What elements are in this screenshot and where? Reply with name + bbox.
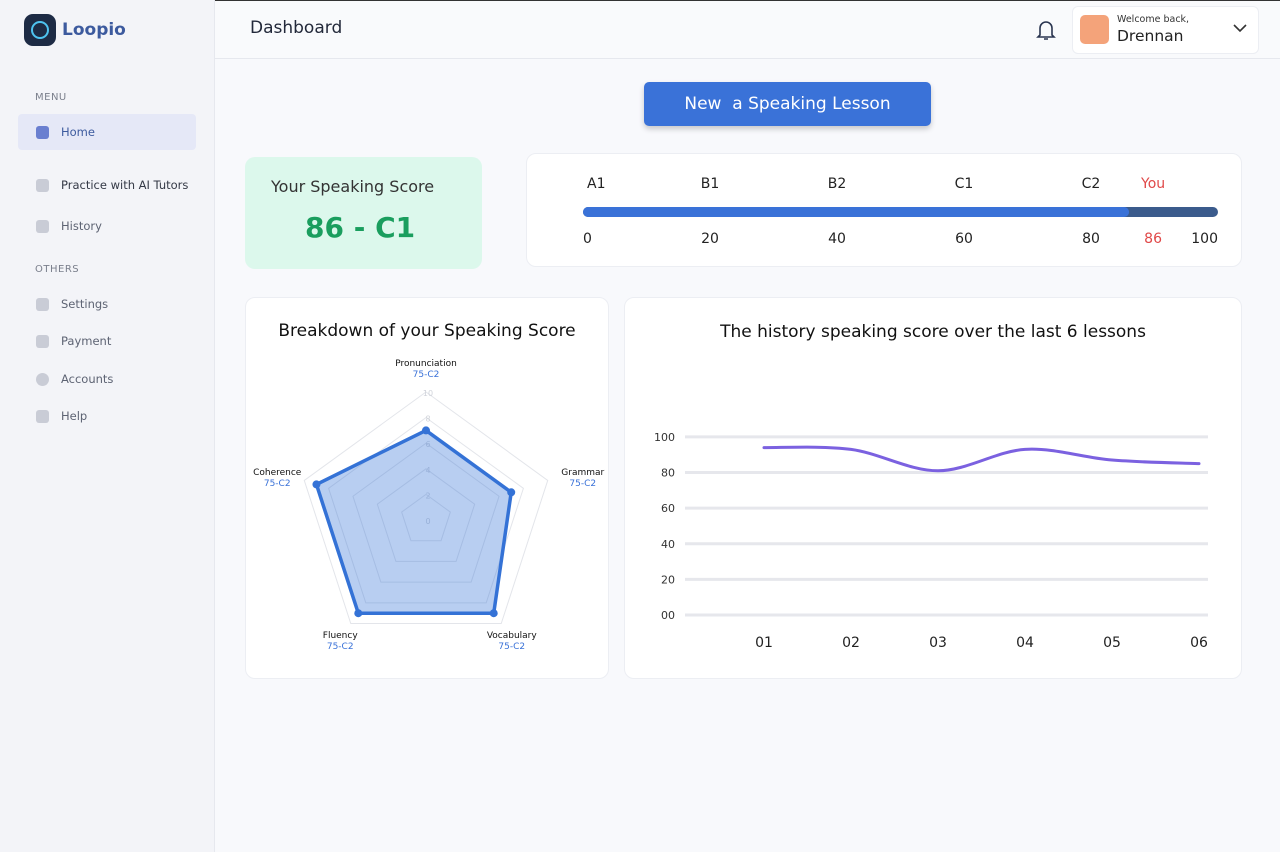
menu-item[interactable]: Accounts: [18, 361, 196, 397]
menu-label: Payment: [61, 334, 112, 348]
bell-icon[interactable]: [1033, 17, 1059, 43]
radar-chart: Breakdown of your Speaking Score 0 2 4 6 8 10 P…: [253, 321, 604, 652]
bar-fill: [583, 207, 1130, 217]
axis-label: Vocabulary: [487, 631, 538, 641]
user-menu[interactable]: Welcome back, Drennan: [1072, 6, 1259, 54]
radar-point: [354, 609, 363, 618]
score-card: Your Speaking Score 86 - C1: [245, 157, 482, 269]
menu-label: Accounts: [61, 372, 114, 386]
grid-ring: [328, 416, 524, 604]
y-tick-label: 20: [661, 573, 675, 586]
tick-label: 40: [828, 231, 846, 247]
axis-label: Fluency: [323, 631, 359, 641]
radial-tick-label: 6: [425, 440, 430, 449]
you-label: You: [1140, 176, 1165, 192]
menu-item[interactable]: Practice with AI Tutors: [18, 167, 196, 203]
sidebar: Loopio MENU Home Practice with AI Tutors…: [0, 0, 215, 852]
new-lesson-button[interactable]: New a Speaking Lesson: [644, 82, 931, 126]
welcome: Welcome back,: [1117, 14, 1190, 25]
radar-point: [312, 480, 321, 489]
menu-label: Practice with AI Tutors: [61, 178, 189, 192]
level-label: C2: [1082, 176, 1101, 192]
user-name: Drennan: [1117, 27, 1184, 45]
x-tick-label: 01: [755, 635, 773, 651]
grid-ring: [376, 468, 476, 562]
axis-label: Coherence: [253, 468, 302, 478]
radar-point: [422, 426, 430, 435]
chevron: [1233, 24, 1247, 33]
level-label: C1: [955, 176, 974, 192]
others-heading: OTHERS: [35, 264, 80, 275]
radar-point: [489, 609, 498, 618]
avatar: [1080, 15, 1109, 44]
y-tick-label: 60: [661, 502, 675, 515]
grid-ring: [401, 493, 451, 542]
x-tick-label: 02: [842, 635, 860, 651]
axis-note: 75-C2: [498, 642, 525, 652]
grid-ring: [303, 391, 549, 625]
axis-note: 75-C2: [569, 479, 596, 489]
level-card: A1 B1 B2 C1 C2 0 20 40 60 80 100 You 86: [526, 153, 1242, 267]
tick-label: 100: [1191, 231, 1218, 247]
y-tick-label: 00: [661, 609, 675, 622]
menu-label: Settings: [61, 297, 109, 311]
menu-item[interactable]: Home: [18, 114, 196, 150]
radar-point: [507, 488, 516, 497]
grid-ring: [352, 442, 500, 583]
logo: [24, 14, 56, 46]
radial-tick-label: 8: [425, 415, 430, 424]
score-title: Your Speaking Score: [271, 177, 435, 196]
brand: Loopio: [62, 20, 126, 40]
radar-card: Breakdown of your Speaking Score 0 2 4 6 8 10 P…: [245, 297, 609, 679]
level-bar: A1 B1 B2 C1 C2 0 20 40 60 80 100 You 86: [583, 176, 1218, 247]
menu-label: Home: [61, 125, 95, 139]
tick-label: 60: [955, 231, 973, 247]
y-tick-label: 100: [654, 431, 675, 444]
radar-area: [314, 428, 513, 615]
menu-label: Help: [61, 409, 88, 423]
y-tick-label: 80: [661, 467, 675, 480]
menu-item[interactable]: Help: [18, 398, 196, 434]
tick-label: 20: [701, 231, 719, 247]
menu-item[interactable]: Settings: [18, 286, 196, 322]
radial-tick-label: 2: [425, 491, 430, 500]
menu-item[interactable]: History: [18, 208, 196, 244]
axis-note: 75-C2: [413, 370, 440, 380]
x-tick-label: 03: [929, 635, 947, 651]
x-tick-label: 04: [1016, 635, 1034, 651]
tick-label: 80: [1082, 231, 1100, 247]
page-title: Dashboard: [250, 18, 343, 38]
menu-label: History: [61, 219, 102, 233]
menu-heading: MENU: [35, 92, 67, 103]
x-tick-label: 06: [1190, 635, 1208, 651]
score-value: 86 - C1: [305, 211, 416, 244]
level-label: B1: [701, 176, 720, 192]
line-chart: The history speaking score over the last…: [654, 322, 1208, 651]
radial-tick-label: 4: [425, 466, 430, 475]
chart-title: Breakdown of your Speaking Score: [278, 321, 575, 341]
header: Dashboard Welcome back, Drennan: [215, 0, 1280, 59]
x-tick-label: 05: [1103, 635, 1121, 651]
radial-tick-label: 10: [423, 389, 433, 398]
axis-note: 75-C2: [264, 479, 291, 489]
radial-tick-label: 0: [425, 517, 430, 526]
y-tick-label: 40: [661, 538, 675, 551]
chart-title: The history speaking score over the last…: [719, 322, 1146, 342]
menu-item[interactable]: Payment: [18, 323, 196, 359]
axis-note: 75-C2: [327, 642, 354, 652]
level-label: A1: [587, 176, 605, 192]
axis-label: Grammar: [561, 468, 604, 478]
axis-label: Pronunciation: [395, 359, 457, 369]
line-series: [762, 445, 1201, 473]
you-value: 86: [1144, 231, 1162, 247]
level-label: B2: [828, 176, 847, 192]
tick-label: 0: [583, 231, 592, 247]
line-card: The history speaking score over the last…: [624, 297, 1242, 679]
